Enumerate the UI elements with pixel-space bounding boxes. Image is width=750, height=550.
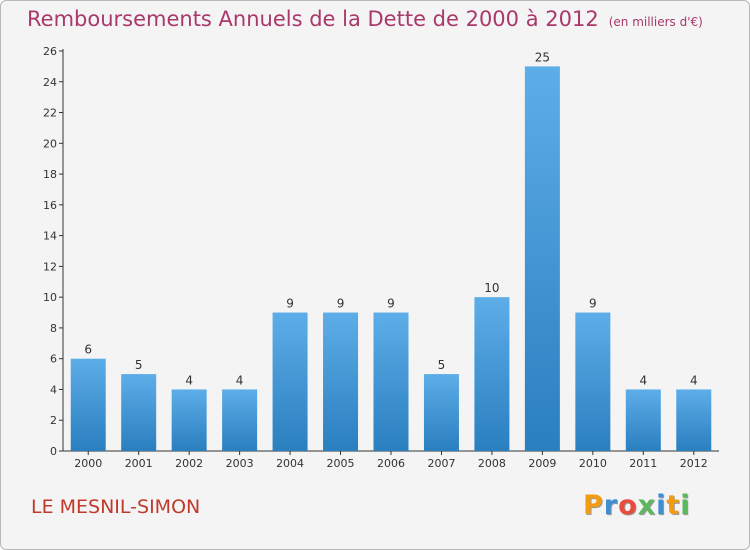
x-tick-label: 2001 [125,457,153,470]
y-tick-label: 2 [50,414,57,427]
bar-2003 [222,389,258,451]
title-text: Remboursements Annuels de la Dette de 20… [27,7,599,31]
x-tick-label: 2002 [175,457,203,470]
bar-value-label: 10 [484,281,499,295]
bar-value-label: 9 [387,297,395,311]
x-tick-label: 2009 [528,457,556,470]
y-tick-label: 0 [50,445,57,458]
x-tick-label: 2007 [427,457,455,470]
x-tick-label: 2000 [74,457,102,470]
y-tick-label: 12 [43,260,57,273]
x-tick-label: 2010 [579,457,607,470]
bar-2007 [423,374,459,451]
x-tick-label: 2012 [680,457,708,470]
y-tick-label: 18 [43,168,57,181]
x-tick-label: 2003 [226,457,254,470]
logo-letter: r [603,490,619,521]
logo-letter: P [583,490,604,521]
bar-2009 [524,66,560,451]
bar-value-label: 6 [84,343,92,357]
y-tick-label: 10 [43,291,57,304]
bar-2010 [575,312,611,451]
chart-title: Remboursements Annuels de la Dette de 20… [27,7,703,31]
bar-value-label: 9 [589,297,597,311]
chart-bars: 6 5 4 4 9 9 9 5 10 25 9 4 4 [70,50,712,451]
x-tick-label: 2011 [629,457,657,470]
bar-value-label: 4 [639,373,647,387]
y-tick-label: 22 [43,107,57,120]
bar-2011 [625,389,661,451]
y-tick-label: 16 [43,199,57,212]
bar-value-label: 9 [337,297,345,311]
y-tick-label: 8 [50,322,57,335]
logo-letter: t [666,490,681,521]
bar-value-label: 4 [236,373,244,387]
bar-value-label: 9 [286,297,294,311]
bar-2006 [373,312,409,451]
bar-2008 [474,297,510,451]
commune-name: LE MESNIL-SIMON [31,496,201,518]
logo-letter: x [637,490,657,521]
y-tick-label: 26 [43,45,57,58]
x-tick-label: 2004 [276,457,304,470]
bar-2012 [676,389,712,451]
x-tick-label: 2008 [478,457,506,470]
logo-letter: i [680,490,691,521]
proxiti-logo: Proxiti [583,490,691,521]
bar-2002 [171,389,207,451]
bar-2005 [323,312,359,451]
title-unit: (en milliers d'€) [608,15,703,29]
bar-value-label: 5 [135,358,143,372]
bar-value-label: 4 [690,373,698,387]
bar-2004 [272,312,308,451]
bar-2000 [70,358,106,451]
y-tick-label: 14 [43,230,57,243]
y-tick-label: 4 [50,383,57,396]
logo-letter: o [618,490,638,521]
y-tick-label: 20 [43,137,57,150]
bar-2001 [121,374,157,451]
bar-value-label: 4 [185,373,193,387]
bar-value-label: 25 [535,50,550,64]
y-tick-label: 6 [50,353,57,366]
x-tick-label: 2006 [377,457,405,470]
x-tick-label: 2005 [327,457,355,470]
bar-value-label: 5 [438,358,446,372]
logo-letter: i [656,490,667,521]
y-tick-label: 24 [43,76,57,89]
